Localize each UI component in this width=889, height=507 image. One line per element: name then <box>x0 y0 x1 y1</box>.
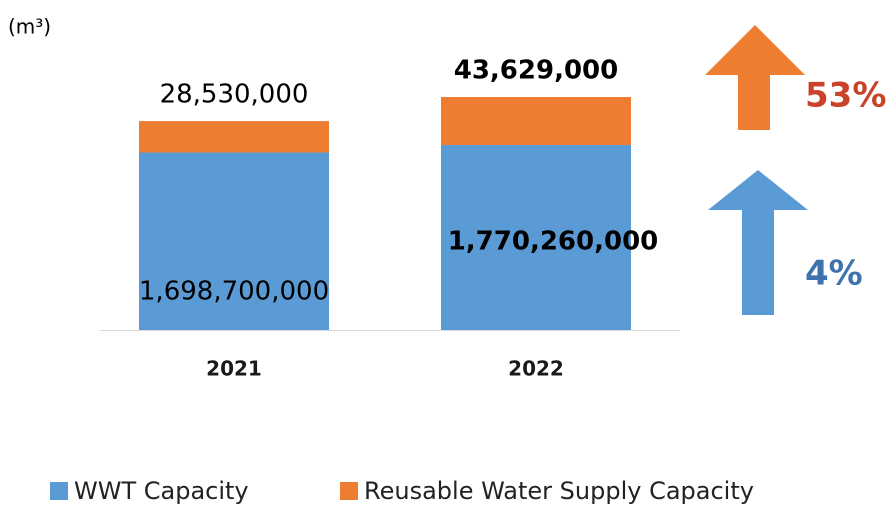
data-label: 43,629,000 <box>454 56 618 86</box>
annotation: 4% <box>805 254 863 294</box>
up-arrow-orange <box>705 25 805 130</box>
unit-label: (m³) <box>8 15 51 39</box>
legend-label: Reusable Water Supply Capacity <box>364 477 754 505</box>
data-label: 1,770,260,000 <box>448 227 659 257</box>
legend-label: WWT Capacity <box>74 477 249 505</box>
annotation: 53% <box>805 76 886 116</box>
bar-segment <box>139 152 329 330</box>
bar-segment <box>139 121 329 153</box>
up-arrow-blue <box>708 170 808 315</box>
legend-swatch <box>50 482 68 500</box>
x-tick-label: 2021 <box>206 357 262 381</box>
data-label: 1,698,700,000 <box>139 277 329 307</box>
legend-swatch <box>340 482 358 500</box>
x-tick-label: 2022 <box>508 357 564 381</box>
bar-segment <box>441 97 631 145</box>
data-label: 28,530,000 <box>160 80 309 110</box>
bar-segment <box>441 145 631 330</box>
